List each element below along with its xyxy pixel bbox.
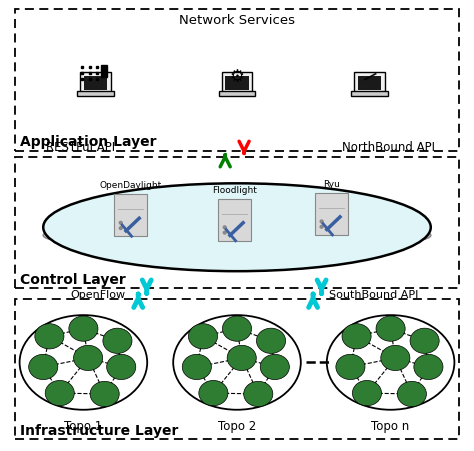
- FancyBboxPatch shape: [221, 73, 253, 94]
- FancyBboxPatch shape: [218, 199, 251, 241]
- Ellipse shape: [107, 354, 136, 380]
- Text: OpenFlow: OpenFlow: [71, 289, 126, 299]
- Ellipse shape: [376, 316, 405, 341]
- Ellipse shape: [182, 354, 211, 380]
- Text: Control Layer: Control Layer: [19, 272, 125, 286]
- FancyBboxPatch shape: [358, 77, 381, 91]
- FancyBboxPatch shape: [77, 92, 114, 97]
- FancyBboxPatch shape: [225, 77, 249, 91]
- Ellipse shape: [414, 354, 443, 380]
- Text: Ryu: Ryu: [323, 179, 340, 189]
- FancyBboxPatch shape: [354, 73, 385, 94]
- FancyBboxPatch shape: [351, 92, 388, 97]
- Bar: [15, 9, 459, 152]
- Ellipse shape: [43, 221, 431, 251]
- Ellipse shape: [336, 354, 365, 380]
- Ellipse shape: [397, 382, 427, 407]
- Text: Infrastructure Layer: Infrastructure Layer: [19, 423, 178, 437]
- Text: NorthBound API: NorthBound API: [342, 140, 435, 153]
- Ellipse shape: [244, 382, 273, 407]
- Circle shape: [223, 232, 226, 235]
- Ellipse shape: [352, 381, 382, 406]
- Ellipse shape: [45, 381, 74, 406]
- Ellipse shape: [342, 324, 371, 349]
- Ellipse shape: [227, 345, 256, 371]
- Circle shape: [119, 227, 122, 230]
- Ellipse shape: [381, 345, 410, 371]
- Ellipse shape: [19, 315, 147, 410]
- Circle shape: [320, 221, 323, 223]
- Ellipse shape: [69, 316, 98, 341]
- Text: /: /: [362, 70, 377, 84]
- Ellipse shape: [43, 184, 431, 272]
- Ellipse shape: [173, 315, 301, 410]
- FancyBboxPatch shape: [315, 193, 348, 235]
- Ellipse shape: [410, 328, 439, 354]
- Text: Application Layer: Application Layer: [19, 135, 156, 149]
- Text: Floodlight: Floodlight: [212, 185, 257, 194]
- Ellipse shape: [260, 354, 289, 380]
- Text: Network Services: Network Services: [179, 14, 295, 28]
- Text: Topo 2: Topo 2: [218, 419, 256, 432]
- Ellipse shape: [90, 382, 119, 407]
- FancyBboxPatch shape: [80, 73, 111, 94]
- Circle shape: [223, 226, 226, 229]
- Ellipse shape: [189, 324, 218, 349]
- Bar: [15, 158, 459, 289]
- Ellipse shape: [103, 328, 132, 354]
- Text: OpenDaylight: OpenDaylight: [100, 181, 162, 190]
- Circle shape: [119, 222, 122, 225]
- Ellipse shape: [199, 381, 228, 406]
- Text: ⚙: ⚙: [229, 68, 245, 86]
- Circle shape: [320, 226, 323, 229]
- Ellipse shape: [256, 328, 285, 354]
- Bar: [15, 299, 459, 439]
- Ellipse shape: [222, 316, 252, 341]
- Ellipse shape: [35, 324, 64, 349]
- FancyBboxPatch shape: [83, 77, 107, 91]
- FancyBboxPatch shape: [114, 195, 147, 236]
- Text: Topo 1: Topo 1: [64, 419, 102, 432]
- Ellipse shape: [73, 345, 103, 371]
- Ellipse shape: [28, 354, 58, 380]
- Text: SouthBound API: SouthBound API: [329, 289, 419, 299]
- Text: Topo n: Topo n: [372, 419, 410, 432]
- Ellipse shape: [327, 315, 455, 410]
- FancyBboxPatch shape: [219, 92, 255, 97]
- Text: RESTFul API: RESTFul API: [46, 140, 116, 153]
